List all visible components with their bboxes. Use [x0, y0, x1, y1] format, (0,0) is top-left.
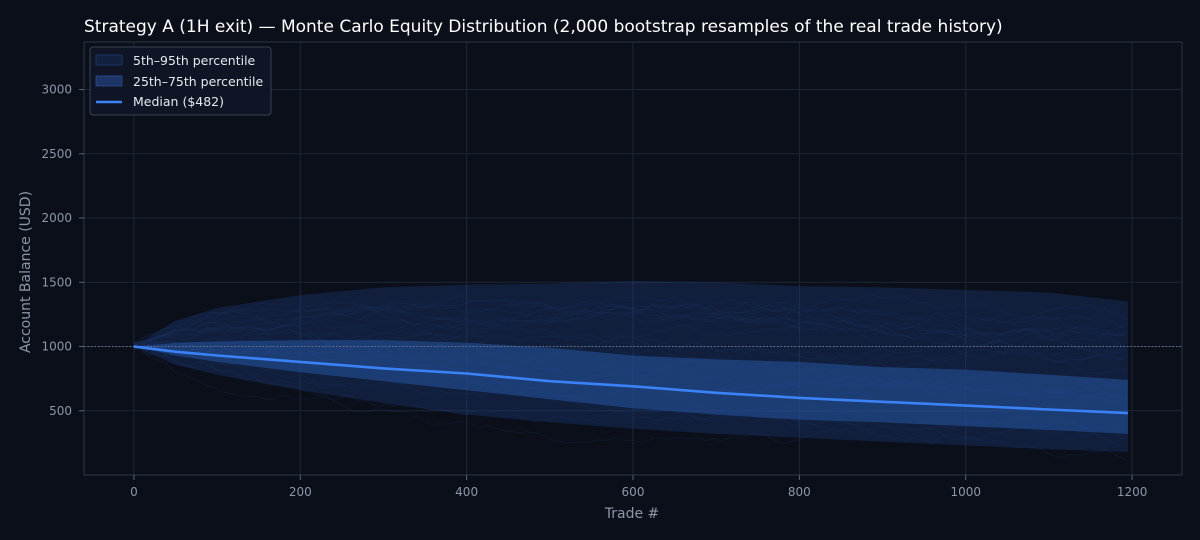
y-tick-label: 1500: [41, 275, 72, 289]
median-line: [133, 345, 1128, 415]
simulation-trace: [133, 308, 1126, 345]
legend-label-median: Median ($482): [133, 94, 224, 109]
series-line-median: [133, 345, 1128, 415]
x-tick-label: 400: [455, 485, 478, 499]
chart-title: Strategy A (1H exit) — Monte Carlo Equit…: [84, 17, 1003, 37]
x-tick-label: 800: [788, 485, 811, 499]
simulation-trace: [133, 311, 1126, 353]
simulation-trace: [133, 344, 1126, 461]
legend: 5th–95th percentile 25th–75th percentile…: [89, 46, 272, 116]
simulation-trace: [133, 302, 1126, 347]
simulation-trace: [133, 294, 1126, 347]
y-tick-label: 1000: [41, 340, 72, 354]
y-axis-label: Account Balance (USD): [18, 191, 34, 353]
legend-label-outer-band: 5th–95th percentile: [133, 53, 256, 68]
simulation-trace: [133, 299, 1126, 347]
legend-swatch-outer-band: [95, 54, 123, 66]
legend-label-inner-band: 25th–75th percentile: [133, 74, 264, 89]
x-tick-label: 1200: [1117, 485, 1148, 499]
legend-box: [89, 46, 272, 116]
y-tick-label: 2500: [41, 147, 72, 161]
simulation-trace: [133, 326, 1126, 364]
x-tick-label: 1000: [950, 485, 981, 499]
y-tick-label: 2000: [41, 211, 72, 225]
simulation-trace: [133, 333, 1126, 375]
legend-swatch-inner-band: [95, 75, 123, 87]
x-tick-label: 200: [289, 485, 312, 499]
simulation-trace: [133, 325, 1126, 361]
y-tick-label: 500: [49, 404, 72, 418]
simulation-trace: [133, 299, 1126, 344]
simulation-trace: [133, 294, 1126, 346]
x-ticks: 0 200 400 600 800 1000 1200: [130, 475, 1147, 499]
x-tick-label: 600: [622, 485, 645, 499]
y-tick-label: 3000: [41, 83, 72, 97]
simulation-trace: [133, 307, 1126, 356]
x-axis-label: Trade #: [604, 506, 660, 522]
x-tick-label: 0: [130, 485, 138, 499]
y-ticks: 500 1000 1500 2000 2500 3000: [41, 83, 84, 418]
